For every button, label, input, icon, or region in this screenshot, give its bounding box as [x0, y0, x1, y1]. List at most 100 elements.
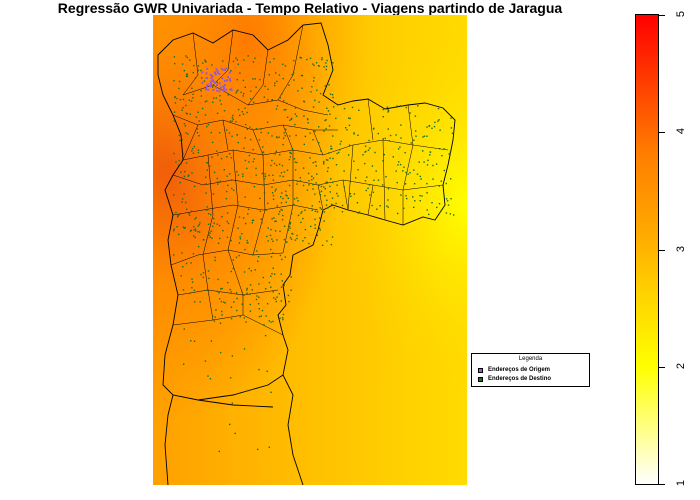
- destination-point: [329, 113, 331, 115]
- destination-point: [382, 138, 384, 140]
- colorbar-tick-label: 3: [675, 245, 687, 252]
- destination-point: [406, 197, 408, 200]
- destination-point: [181, 252, 183, 254]
- destination-point: [255, 298, 258, 301]
- destination-point: [257, 256, 260, 258]
- destination-point: [311, 205, 313, 207]
- destination-point: [182, 289, 185, 291]
- destination-point: [185, 55, 187, 57]
- destination-point: [413, 206, 415, 208]
- destination-point: [324, 119, 326, 122]
- destination-point: [433, 125, 436, 128]
- destination-point: [232, 267, 234, 270]
- destination-point: [183, 227, 186, 229]
- destination-point: [263, 192, 266, 194]
- destination-point: [315, 165, 317, 167]
- destination-point: [202, 239, 205, 241]
- destination-point: [302, 240, 304, 242]
- destination-point: [185, 162, 188, 164]
- destination-point: [387, 109, 389, 111]
- origin-point: [226, 79, 229, 82]
- destination-point: [246, 287, 248, 290]
- destination-point: [214, 256, 216, 259]
- destination-point: [178, 159, 180, 162]
- destination-point: [324, 188, 326, 190]
- destination-point: [281, 280, 283, 282]
- destination-point: [332, 135, 334, 137]
- destination-point: [231, 117, 234, 119]
- origin-point: [215, 68, 218, 71]
- destination-point: [252, 160, 254, 163]
- destination-point: [327, 110, 330, 112]
- destination-point: [256, 295, 258, 297]
- destination-point: [296, 183, 298, 185]
- destination-point: [231, 355, 234, 357]
- destination-point: [199, 222, 201, 224]
- destination-point: [221, 287, 223, 290]
- destination-point: [348, 117, 350, 119]
- destination-point: [235, 92, 237, 94]
- destination-point: [237, 63, 239, 65]
- destination-point: [275, 108, 278, 110]
- destination-point: [177, 214, 179, 217]
- destination-point: [329, 157, 331, 159]
- destination-point: [285, 201, 287, 203]
- destination-point: [248, 154, 251, 157]
- origin-point: [220, 67, 223, 70]
- destination-point: [302, 217, 304, 220]
- destination-point: [249, 310, 252, 312]
- municipality-outline: [157, 22, 456, 485]
- destination-point: [247, 389, 249, 392]
- destination-point: [294, 107, 297, 109]
- destination-point: [387, 111, 389, 113]
- destination-point: [309, 157, 311, 159]
- destination-point: [212, 217, 215, 220]
- destination-point: [283, 109, 285, 111]
- destination-point: [402, 170, 404, 172]
- destination-point: [319, 229, 321, 231]
- destination-point: [300, 57, 302, 59]
- destination-point: [197, 151, 200, 154]
- colorbar-tick: [659, 249, 665, 251]
- destination-point: [285, 194, 287, 196]
- destination-point: [196, 128, 198, 130]
- destination-point: [295, 115, 298, 117]
- destination-point: [312, 139, 314, 141]
- destination-point: [184, 170, 186, 173]
- destination-point: [174, 96, 176, 98]
- destination-point: [242, 113, 245, 115]
- origin-point: [221, 88, 224, 91]
- destination-point: [207, 208, 209, 211]
- destination-point: [175, 211, 177, 214]
- destination-point: [231, 187, 233, 190]
- destination-point: [237, 227, 239, 229]
- destination-point: [281, 258, 283, 261]
- destination-point: [318, 217, 321, 219]
- destination-point: [329, 93, 332, 95]
- destination-point: [288, 300, 290, 303]
- destination-point: [414, 200, 416, 202]
- destination-point: [403, 166, 405, 168]
- destination-point: [245, 321, 247, 323]
- destination-point: [231, 402, 233, 404]
- destination-point: [186, 113, 188, 115]
- destination-point: [194, 218, 196, 220]
- destination-point: [364, 151, 366, 153]
- origin-point: [210, 79, 213, 82]
- destination-point: [325, 62, 327, 64]
- destination-point: [188, 174, 190, 176]
- destination-point: [262, 276, 264, 279]
- destination-point: [211, 64, 213, 66]
- destination-point: [450, 198, 452, 200]
- destination-point: [252, 101, 255, 103]
- destination-point: [294, 113, 296, 115]
- destination-point: [273, 217, 275, 219]
- destination-point: [243, 147, 245, 149]
- destination-point: [229, 377, 232, 379]
- destination-point: [272, 194, 275, 197]
- origin-point: [218, 73, 221, 75]
- destination-point: [249, 126, 251, 128]
- origin-point: [214, 73, 217, 76]
- destination-point: [396, 181, 398, 184]
- destination-point: [195, 116, 198, 118]
